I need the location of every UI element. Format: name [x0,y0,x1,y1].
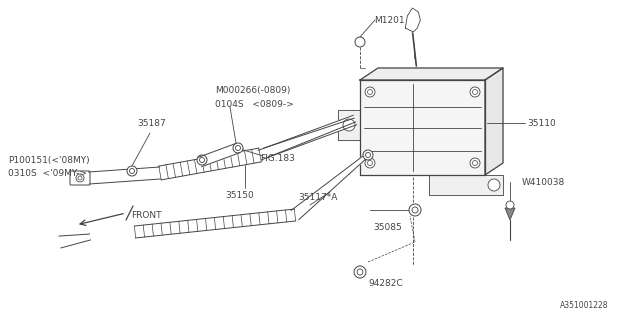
Circle shape [409,204,421,216]
Polygon shape [505,208,515,220]
Text: 35150: 35150 [225,191,253,201]
Polygon shape [134,209,296,238]
Polygon shape [429,175,503,195]
Circle shape [354,266,366,278]
Circle shape [365,153,371,157]
Circle shape [355,37,365,47]
Circle shape [367,161,372,165]
Polygon shape [263,118,356,158]
Polygon shape [360,80,485,175]
Circle shape [129,169,134,173]
Circle shape [127,166,137,176]
Polygon shape [159,148,261,180]
Circle shape [365,158,375,168]
Circle shape [412,207,418,213]
Circle shape [470,158,480,168]
Text: 35085: 35085 [373,223,402,233]
Text: 0104S   <0809->: 0104S <0809-> [215,100,294,108]
Circle shape [506,201,514,209]
Circle shape [365,87,375,97]
Circle shape [343,119,355,131]
Text: A351001228: A351001228 [560,301,609,310]
Text: P100151(<'08MY): P100151(<'08MY) [8,156,90,164]
Circle shape [363,150,373,160]
FancyBboxPatch shape [70,171,90,185]
Polygon shape [88,167,161,184]
Circle shape [76,174,84,182]
Circle shape [470,87,480,97]
Circle shape [197,155,207,165]
Polygon shape [338,110,360,140]
Circle shape [357,269,363,275]
Polygon shape [405,8,420,32]
Text: 35187: 35187 [137,118,166,127]
Text: FIG.183: FIG.183 [260,154,295,163]
Text: FRONT: FRONT [131,212,161,220]
Circle shape [200,157,205,163]
Circle shape [78,176,82,180]
Circle shape [236,146,241,150]
Text: 35110: 35110 [527,118,556,127]
Circle shape [233,143,243,153]
Text: 35117*A: 35117*A [298,194,337,203]
Polygon shape [198,143,240,167]
Circle shape [472,90,477,94]
Text: 0310S  <'09MY->: 0310S <'09MY-> [8,169,87,178]
Text: 94282C: 94282C [368,279,403,289]
Polygon shape [259,115,356,160]
Polygon shape [360,68,503,80]
Polygon shape [59,234,90,248]
Circle shape [488,179,500,191]
Text: M1201: M1201 [374,15,404,25]
Text: M000266(-0809): M000266(-0809) [215,85,291,94]
Circle shape [367,90,372,94]
Circle shape [472,161,477,165]
Polygon shape [485,68,503,175]
Text: W410038: W410038 [522,178,565,187]
Polygon shape [291,156,366,220]
